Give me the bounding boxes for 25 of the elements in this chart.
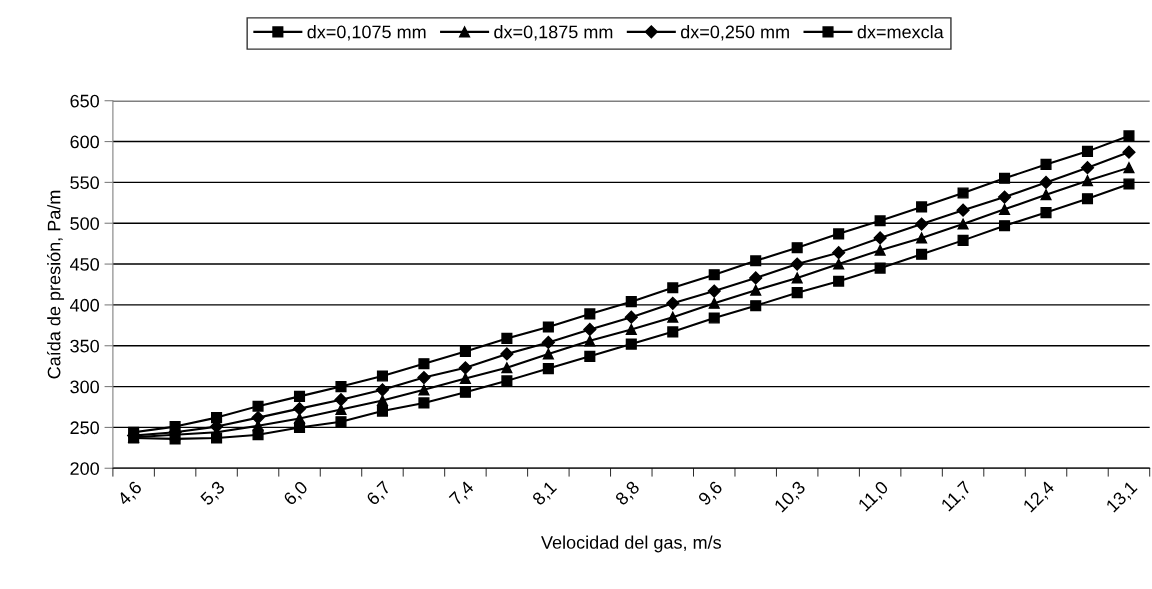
legend-label: dx=0,1875 mm — [494, 25, 613, 41]
legend-label: dx=0,1075 mm — [307, 25, 426, 41]
y-tick-label: 300 — [70, 380, 99, 394]
x-tick-label: 4,6 — [116, 480, 144, 508]
x-tick-label: 7,4 — [448, 480, 476, 508]
legend-label: dx=0,250 mm — [680, 25, 789, 41]
y-tick-label: 450 — [69, 258, 99, 271]
x-tick-label: 9,6 — [697, 480, 725, 508]
y-tick-label: 500 — [70, 217, 99, 230]
y-axis-title: Caída de presión, Pa/m — [46, 190, 65, 379]
y-tick-label: 400 — [69, 298, 99, 312]
y-tick-label: 200 — [70, 462, 99, 475]
y-tick-label: 250 — [70, 421, 99, 435]
x-tick-label: 5,3 — [199, 480, 227, 508]
y-tick-label: 350 — [70, 339, 99, 353]
x-axis-title: Velocidad del gas, m/s — [541, 535, 721, 553]
legend-label: dx=mexcla — [857, 25, 944, 39]
x-tick-label: 6,7 — [365, 480, 393, 508]
y-tick-label: 650 — [70, 94, 99, 108]
x-tick-label: 8,1 — [531, 480, 559, 508]
x-tick-label: 11,0 — [857, 480, 891, 514]
y-tick-label: 550 — [70, 176, 99, 190]
x-tick-label: 8,8 — [614, 480, 642, 508]
x-tick-label: 6,0 — [282, 480, 310, 508]
y-tick-label: 600 — [70, 135, 99, 149]
